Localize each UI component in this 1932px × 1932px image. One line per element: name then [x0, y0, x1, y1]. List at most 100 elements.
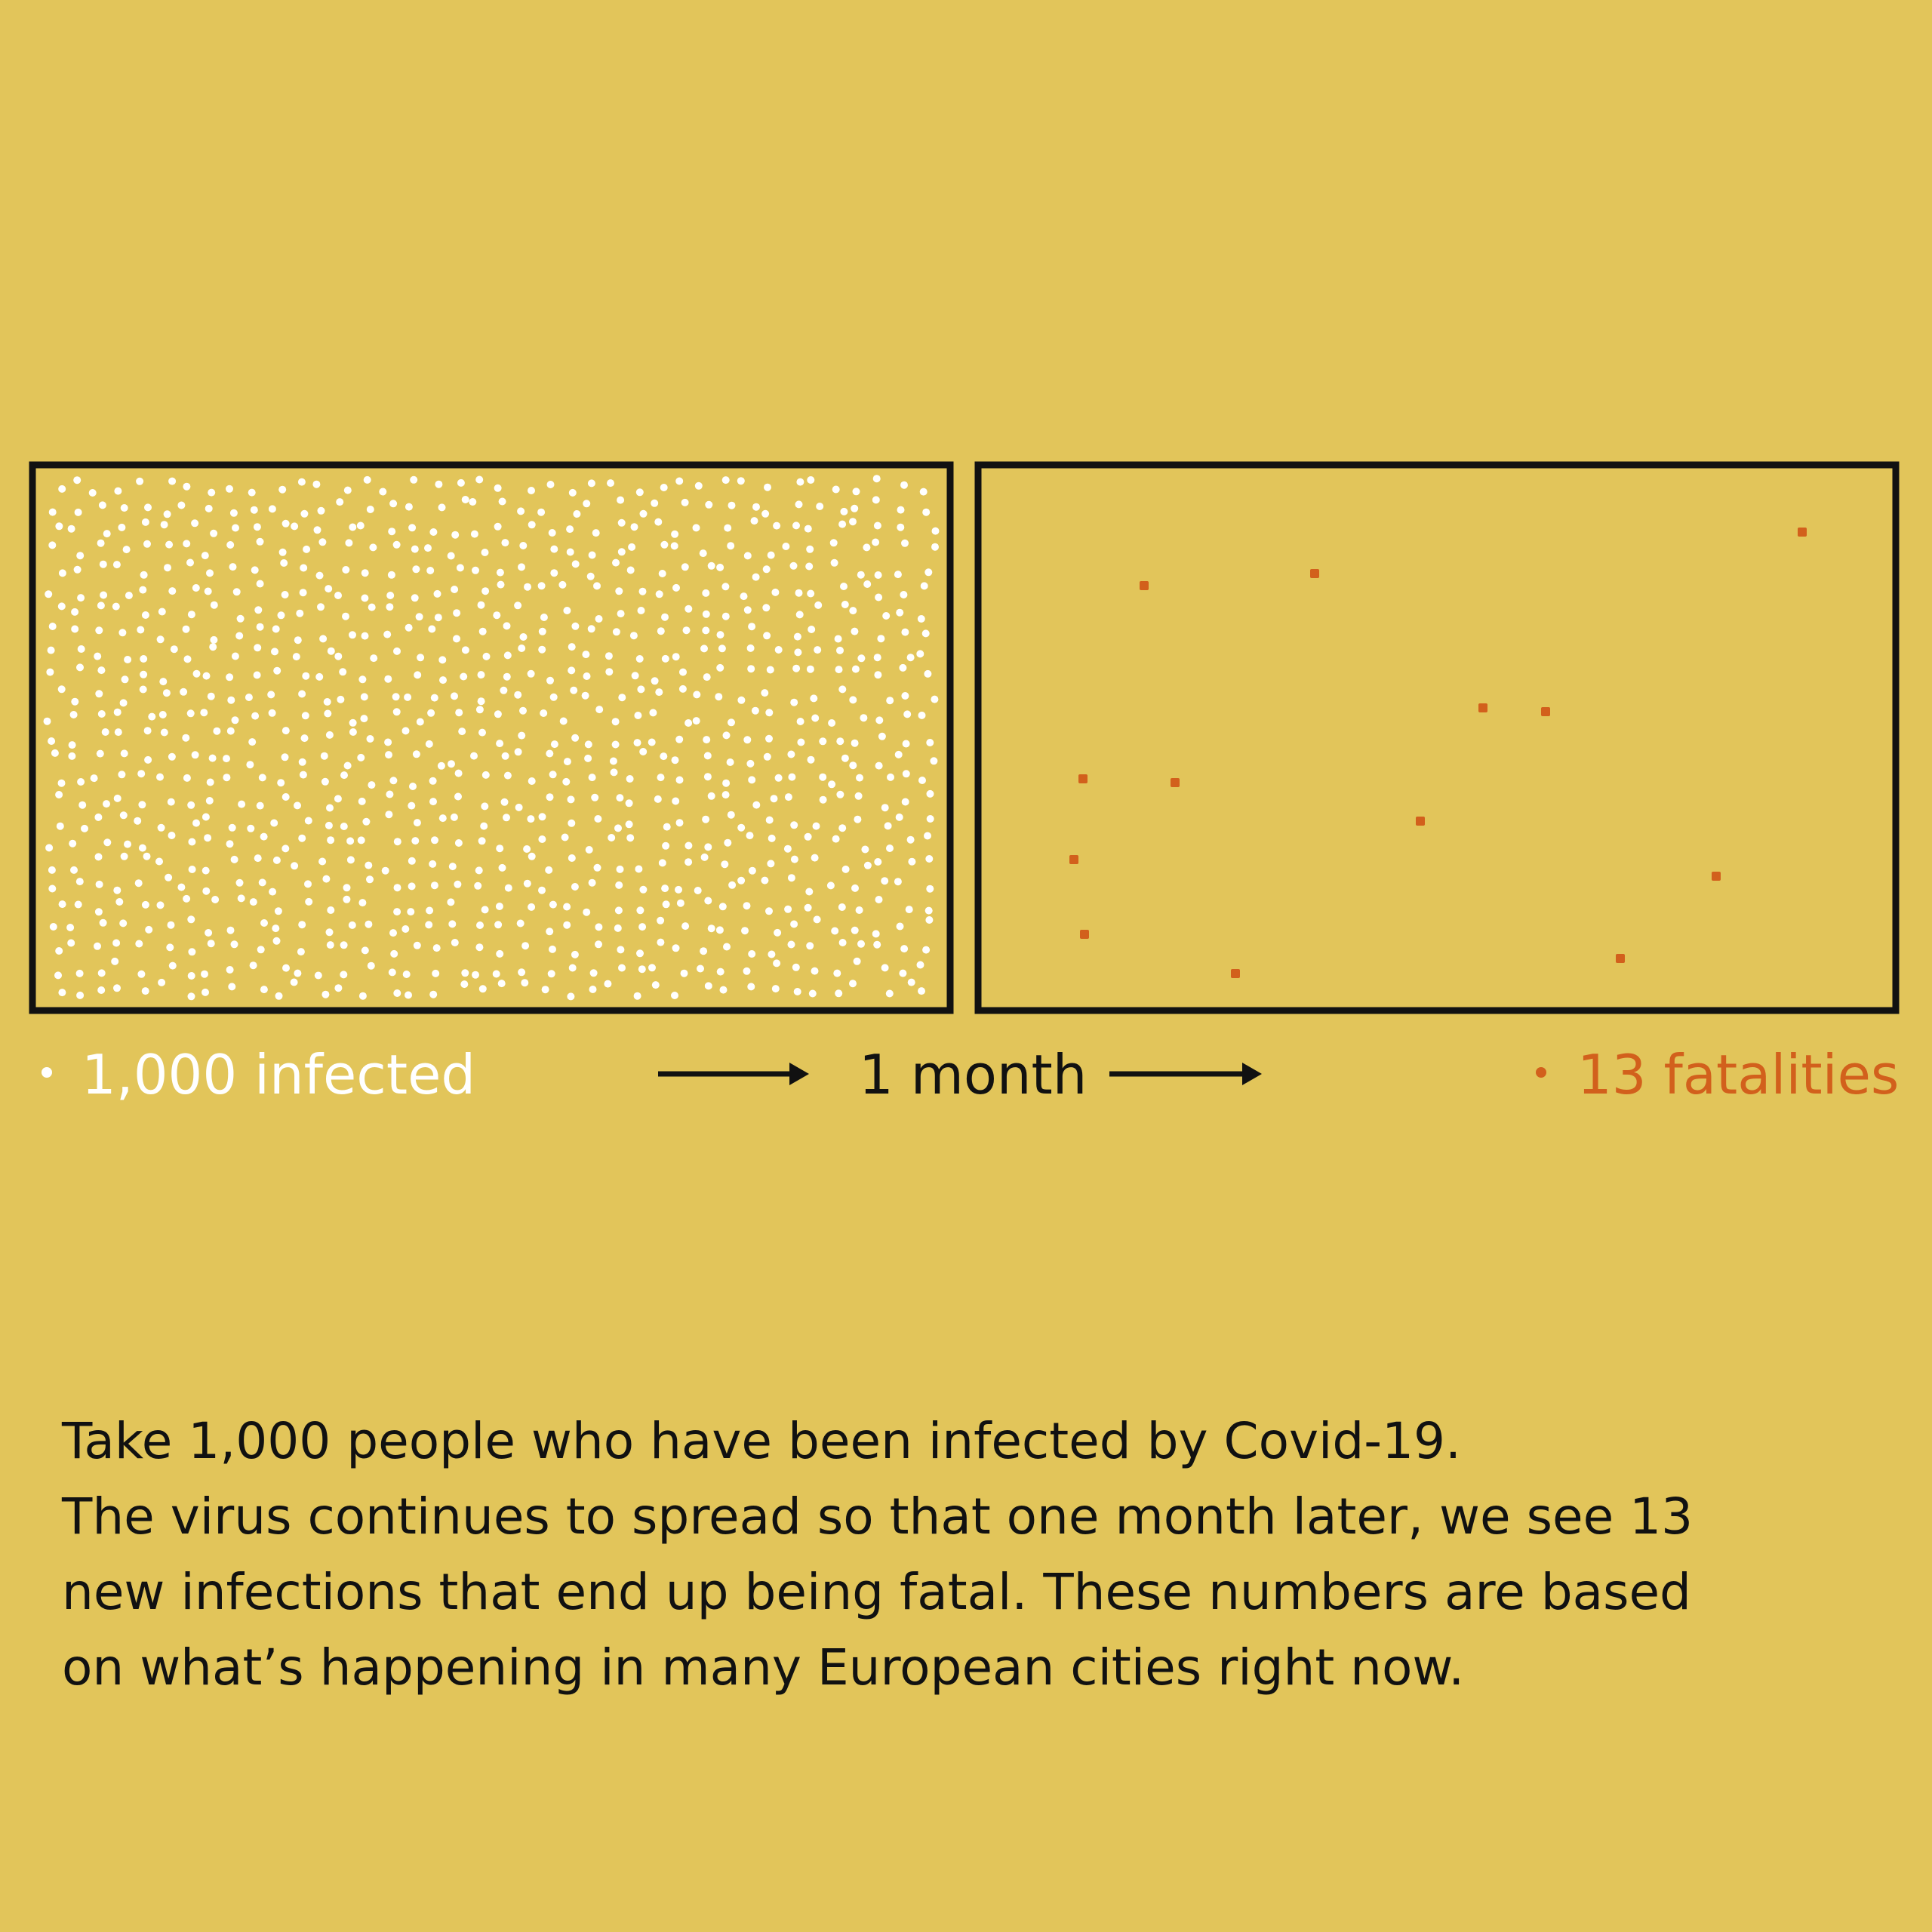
infected-dot	[748, 623, 756, 631]
infected-dot	[340, 971, 348, 979]
infected-dot	[651, 499, 659, 507]
infected-dot	[357, 836, 365, 844]
infected-dot	[604, 980, 612, 988]
infected-dot	[707, 561, 715, 570]
infected-dot	[417, 654, 425, 662]
infected-dot	[226, 485, 233, 493]
infected-dot	[430, 881, 438, 890]
infected-dot	[571, 622, 580, 630]
infected-dot	[916, 650, 924, 658]
infected-dot	[768, 834, 776, 842]
infected-dot	[183, 540, 191, 548]
infected-dot	[614, 906, 623, 915]
infected-dot	[409, 783, 417, 790]
infected-dot	[58, 989, 66, 997]
infected-dot	[747, 983, 755, 991]
infected-dot	[356, 521, 365, 530]
infected-dot	[156, 773, 164, 781]
infected-dot	[182, 625, 190, 633]
infected-dot	[297, 948, 305, 956]
infected-dot	[268, 709, 276, 717]
infected-dot	[249, 961, 257, 970]
infected-dot	[478, 985, 487, 993]
infected-dot	[636, 949, 644, 958]
infected-dot	[527, 815, 535, 823]
infected-dot	[68, 752, 76, 760]
infected-dot	[675, 819, 684, 827]
infected-dot	[48, 508, 57, 516]
infected-dot	[327, 836, 335, 844]
infected-dot	[794, 648, 802, 657]
infected-dot	[461, 646, 469, 654]
infected-dot	[875, 716, 884, 724]
infected-dot	[159, 678, 168, 686]
infected-dot	[838, 939, 847, 946]
infected-dot	[849, 607, 857, 615]
infected-dot	[413, 941, 421, 949]
infected-dot	[386, 592, 395, 599]
infected-dot	[71, 625, 79, 633]
infected-dot	[804, 525, 812, 533]
infected-dot	[475, 706, 484, 714]
infected-dot	[703, 673, 711, 681]
infected-dot	[58, 569, 66, 577]
infected-dot	[617, 496, 625, 504]
fatalities-label: 13 fatalities	[1577, 1043, 1900, 1106]
infected-dot	[346, 837, 355, 845]
infected-dot	[838, 903, 846, 911]
infected-dot	[503, 814, 510, 822]
infected-dot	[685, 858, 693, 866]
infected-dot	[514, 691, 522, 699]
infected-dot	[94, 942, 101, 950]
infected-dot	[804, 832, 812, 841]
infected-dot	[410, 475, 418, 484]
infected-dot	[165, 540, 174, 549]
infected-dot	[291, 862, 299, 870]
infected-dot	[379, 488, 387, 496]
infected-dot	[908, 857, 916, 866]
infected-dot	[922, 946, 931, 954]
infected-dot	[68, 741, 76, 749]
infected-dot	[581, 691, 589, 700]
infected-dot	[746, 832, 754, 840]
infected-dot	[57, 685, 66, 694]
infected-dot	[253, 523, 261, 531]
infected-dot	[392, 693, 400, 701]
infected-dot	[721, 791, 730, 799]
infected-dot	[363, 475, 371, 484]
infected-dot	[481, 906, 489, 914]
infected-dot	[567, 992, 575, 1001]
infected-dot	[609, 757, 617, 765]
infected-dot	[124, 840, 131, 848]
infected-dot	[571, 560, 580, 568]
infected-dot	[213, 727, 221, 735]
infected-dot	[140, 571, 148, 579]
infected-dot	[855, 906, 863, 914]
infected-dot	[849, 518, 857, 526]
infected-dot	[281, 519, 290, 528]
infected-dot	[767, 551, 775, 559]
infected-dot	[282, 964, 290, 972]
infected-dot	[57, 779, 66, 787]
infected-dot	[518, 968, 526, 977]
infected-dot	[320, 752, 328, 760]
infected-dot	[237, 894, 245, 903]
infected-dot	[177, 883, 186, 891]
infected-dot	[141, 518, 149, 526]
infected-dot	[830, 558, 838, 567]
infected-dot	[273, 666, 281, 675]
infected-dot	[819, 737, 827, 746]
infected-dot	[840, 507, 848, 515]
infected-dot	[294, 636, 302, 645]
infected-dot	[113, 984, 121, 992]
infected-dot	[528, 487, 535, 494]
infected-dot	[145, 925, 153, 934]
infected-dot	[99, 918, 107, 927]
infected-dot	[897, 523, 905, 531]
infected-dot	[675, 776, 684, 784]
fatality-dot	[1231, 969, 1240, 978]
infected-dot	[651, 981, 660, 989]
infected-dot	[494, 921, 503, 929]
infected-dot	[500, 686, 508, 694]
infected-dot	[863, 543, 871, 552]
